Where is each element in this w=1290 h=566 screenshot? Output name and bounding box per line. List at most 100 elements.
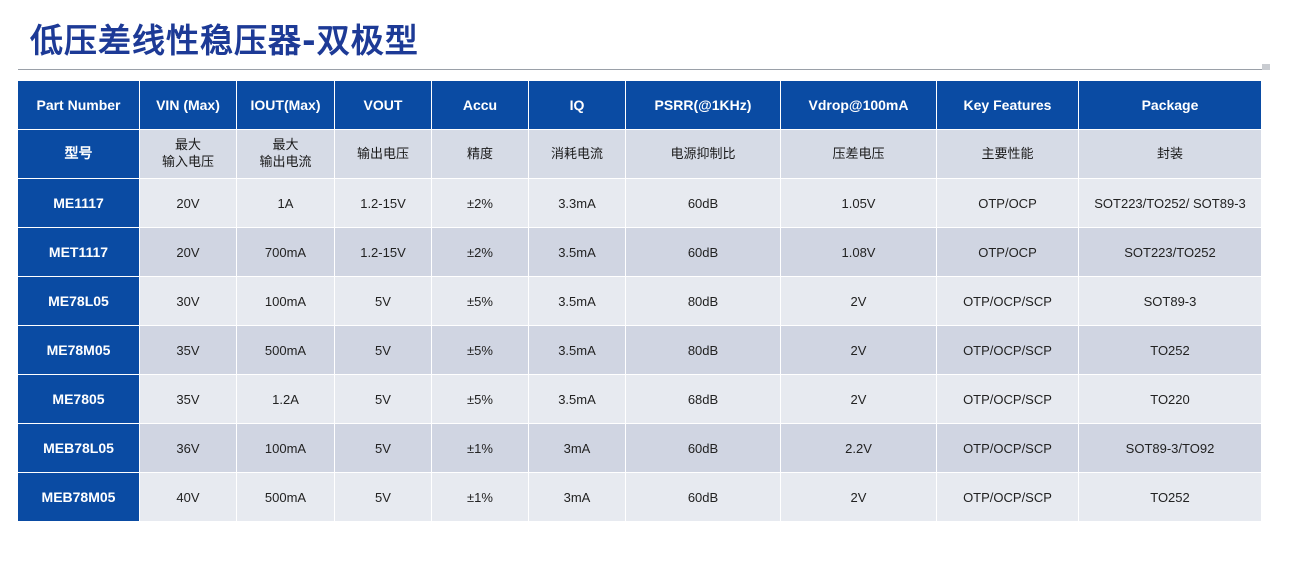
table-row: MET1117 20V 700mA 1.2-15V ±2% 3.5mA 60dB 1.08V O…	[18, 228, 1262, 277]
table-cell: 36V	[140, 424, 237, 473]
table-cell: 60dB	[626, 179, 781, 228]
table-cell: 3.5mA	[529, 228, 626, 277]
table-cell: 60dB	[626, 228, 781, 277]
table-cell: 60dB	[626, 473, 781, 522]
table-cell: 1.2A	[237, 375, 335, 424]
column-header-cn: 最大 输入电压	[140, 130, 237, 179]
header-cn-line: 最大	[174, 138, 201, 153]
header-cn-line: 主要性能	[981, 146, 1034, 162]
header-cn-line: 输入电压	[161, 155, 214, 170]
table-cell: 1.05V	[781, 179, 937, 228]
table-cell: 80dB	[626, 326, 781, 375]
table-cell: ±5%	[432, 375, 529, 424]
part-number-cell: ME7805	[18, 375, 140, 424]
table-cell: OTP/OCP/SCP	[937, 473, 1079, 522]
table-cell: 1.2-15V	[335, 179, 432, 228]
table-cell: 1A	[237, 179, 335, 228]
table-row: ME78L05 30V 100mA 5V ±5% 3.5mA 80dB 2V OTP/OCP/S…	[18, 277, 1262, 326]
column-header: Package	[1079, 81, 1262, 130]
table-cell: 68dB	[626, 375, 781, 424]
header-cn-line: 型号	[64, 145, 93, 162]
table-row: ME78M05 35V 500mA 5V ±5% 3.5mA 80dB 2V OTP/OCP/S…	[18, 326, 1262, 375]
divider-end-mark	[1262, 64, 1270, 70]
table-cell: TO220	[1079, 375, 1262, 424]
table-cell: ±2%	[432, 228, 529, 277]
column-header-cn: 输出电压	[335, 130, 432, 179]
column-header: PSRR(@1KHz)	[626, 81, 781, 130]
table-cell: TO252	[1079, 473, 1262, 522]
header-cn-line: 最大	[272, 138, 299, 153]
part-number-cell: ME1117	[18, 179, 140, 228]
table-cell: 3.3mA	[529, 179, 626, 228]
table-row: ME7805 35V 1.2A 5V ±5% 3.5mA 68dB 2V OTP/OCP/SCP…	[18, 375, 1262, 424]
column-header-cn: 封装	[1079, 130, 1262, 179]
header-cn-line: 封装	[1156, 146, 1183, 162]
page-title: 低压差线性稳压器-双极型	[30, 21, 419, 60]
column-header: IQ	[529, 81, 626, 130]
table-cell: 2V	[781, 326, 937, 375]
table-cell: 20V	[140, 228, 237, 277]
title-divider	[18, 69, 1270, 70]
header-cn-line: 精度	[466, 146, 493, 162]
table-cell: OTP/OCP	[937, 228, 1079, 277]
header-row-english: Part Number VIN (Max) IOUT(Max) VOUT Accu IQ P…	[18, 81, 1262, 130]
column-header: Accu	[432, 81, 529, 130]
table-cell: SOT223/TO252	[1079, 228, 1262, 277]
table-cell: 60dB	[626, 424, 781, 473]
header-cn-line: 电源抑制比	[670, 146, 736, 162]
table-cell: 500mA	[237, 473, 335, 522]
table-cell: OTP/OCP/SCP	[937, 277, 1079, 326]
table-cell: SOT89-3	[1079, 277, 1262, 326]
table-cell: 2V	[781, 375, 937, 424]
table-cell: 100mA	[237, 277, 335, 326]
part-number-cell: MET1117	[18, 228, 140, 277]
column-header-cn: 消耗电流	[529, 130, 626, 179]
column-header-cn: 主要性能	[937, 130, 1079, 179]
table-cell: 2.2V	[781, 424, 937, 473]
table-cell: ±2%	[432, 179, 529, 228]
column-header-cn: 最大 输出电流	[237, 130, 335, 179]
table-cell: 2V	[781, 277, 937, 326]
table-cell: 80dB	[626, 277, 781, 326]
header-cn-line: 压差电压	[832, 146, 885, 162]
spec-table: Part Number VIN (Max) IOUT(Max) VOUT Accu IQ P…	[18, 81, 1262, 522]
part-number-cell: ME78M05	[18, 326, 140, 375]
column-header-cn: 电源抑制比	[626, 130, 781, 179]
table-cell: OTP/OCP	[937, 179, 1079, 228]
column-header: VIN (Max)	[140, 81, 237, 130]
column-header: Part Number	[18, 81, 140, 130]
table-cell: 3.5mA	[529, 277, 626, 326]
part-number-cell: MEB78M05	[18, 473, 140, 522]
column-header: IOUT(Max)	[237, 81, 335, 130]
table-row: ME1117 20V 1A 1.2-15V ±2% 3.3mA 60dB 1.05V OTP/O…	[18, 179, 1262, 228]
part-number-cell: ME78L05	[18, 277, 140, 326]
table-cell: 3mA	[529, 473, 626, 522]
table-cell: 40V	[140, 473, 237, 522]
table-cell: OTP/OCP/SCP	[937, 326, 1079, 375]
table-cell: 20V	[140, 179, 237, 228]
table-cell: SOT223/TO252/ SOT89-3	[1079, 179, 1262, 228]
table-cell: 5V	[335, 473, 432, 522]
table-row: MEB78M05 40V 500mA 5V ±1% 3mA 60dB 2V OTP/OCP/SC…	[18, 473, 1262, 522]
column-header-cn: 精度	[432, 130, 529, 179]
table-row: MEB78L05 36V 100mA 5V ±1% 3mA 60dB 2.2V OTP/OCP/…	[18, 424, 1262, 473]
table-cell: SOT89-3/TO92	[1079, 424, 1262, 473]
table-cell: 30V	[140, 277, 237, 326]
table-cell: 500mA	[237, 326, 335, 375]
table-cell: 5V	[335, 424, 432, 473]
column-header-cn: 型号	[18, 130, 140, 179]
table-cell: OTP/OCP/SCP	[937, 375, 1079, 424]
table-cell: ±5%	[432, 326, 529, 375]
table-cell: OTP/OCP/SCP	[937, 424, 1079, 473]
table-cell: 700mA	[237, 228, 335, 277]
table-cell: 2V	[781, 473, 937, 522]
column-header: VOUT	[335, 81, 432, 130]
table-cell: 3.5mA	[529, 375, 626, 424]
table-cell: 35V	[140, 326, 237, 375]
column-header: Key Features	[937, 81, 1079, 130]
table-cell: ±5%	[432, 277, 529, 326]
table-cell: TO252	[1079, 326, 1262, 375]
table-cell: ±1%	[432, 473, 529, 522]
table-cell: 1.08V	[781, 228, 937, 277]
